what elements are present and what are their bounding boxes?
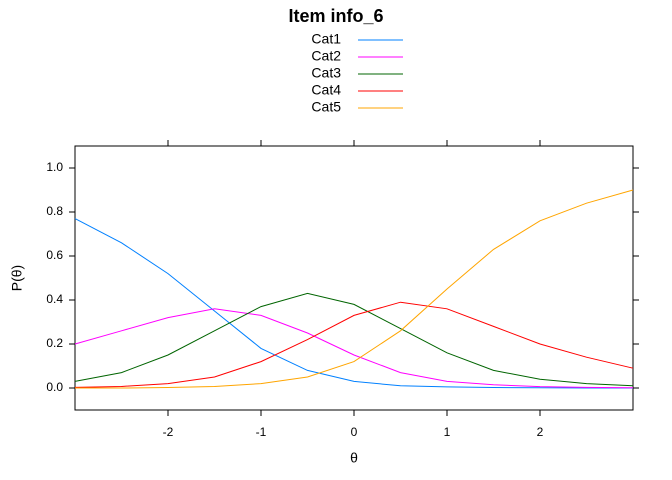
legend-label: Cat1 <box>311 31 341 47</box>
legend-label: Cat4 <box>311 82 341 98</box>
x-tick-label: -2 <box>163 425 174 439</box>
y-tick-label: 0.0 <box>46 380 63 394</box>
series-line <box>74 292 634 387</box>
y-tick-label: 1.0 <box>46 160 63 174</box>
chart-title: Item info_6 <box>288 6 383 26</box>
legend-label: Cat3 <box>311 65 341 81</box>
legend-label: Cat2 <box>311 48 341 64</box>
y-tick-label: 0.8 <box>46 204 63 218</box>
series-line <box>74 218 633 389</box>
x-tick-label: 1 <box>444 425 451 439</box>
y-tick-label: 0.4 <box>46 292 63 306</box>
x-tick-label: 0 <box>351 425 358 439</box>
x-tick-label: 2 <box>537 425 544 439</box>
series-line <box>75 189 634 389</box>
x-tick-label: -1 <box>256 425 267 439</box>
y-tick-label: 0.6 <box>46 248 63 262</box>
x-axis-label: θ <box>350 450 358 466</box>
legend-label: Cat5 <box>311 99 341 115</box>
y-tick-label: 0.2 <box>46 336 63 350</box>
series-line <box>74 308 634 389</box>
series-line <box>74 301 634 388</box>
y-axis-label: P(θ) <box>9 265 25 291</box>
